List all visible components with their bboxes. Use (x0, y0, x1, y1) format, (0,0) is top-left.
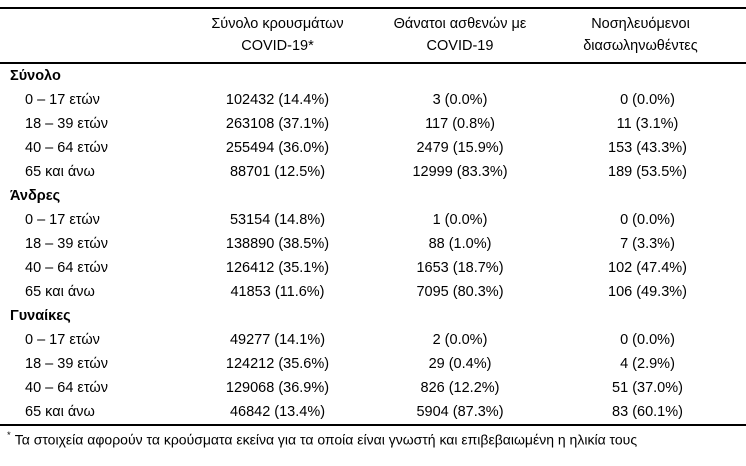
cases-cell: 126412 (35.1%) (225, 260, 330, 276)
col-header-intubated-line1: Νοσηλευόμενοι (591, 16, 690, 32)
col-header-deaths-line1: Θάνατοι ασθενών με (393, 16, 527, 32)
deaths-cell: 29 (0.4%) (428, 356, 492, 372)
cases-cell: 129068 (36.9%) (225, 380, 330, 396)
section-row-men: Άνδρες (0, 184, 746, 208)
age-cell: 18 – 39 ετών (25, 116, 108, 132)
deaths-cell: 5904 (87.3%) (416, 404, 504, 420)
cases-cell: 46842 (13.4%) (229, 404, 326, 420)
section-label: Σύνολο (10, 68, 61, 84)
age-cell: 40 – 64 ετών (25, 380, 108, 396)
table-row: 0 – 17 ετών 53154 (14.8%) 1 (0.0%) 0 (0.… (0, 208, 746, 232)
deaths-cell: 3 (0.0%) (432, 92, 488, 108)
deaths-cell: 117 (0.8%) (425, 116, 495, 132)
intubated-cell: 102 (47.4%) (608, 260, 687, 276)
section-label: Γυναίκες (10, 308, 71, 324)
table-row: 0 – 17 ετών 102432 (14.4%) 3 (0.0%) 0 (0… (0, 88, 746, 112)
section-row-women: Γυναίκες (0, 304, 746, 328)
cases-cell: 124212 (35.6%) (225, 356, 330, 372)
table-body: Σύνολο 0 – 17 ετών 102432 (14.4%) 3 (0.0… (0, 63, 746, 424)
footnote: * Τα στοιχεία αφορούν τα κρούσματα εκείνα… (0, 424, 746, 448)
footnote-text: Τα στοιχεία αφορούν τα κρούσματα εκείνα … (14, 431, 638, 448)
cases-cell: 138890 (38.5%) (225, 236, 330, 252)
table-header: Σύνολο κρουσμάτων COVID-19* Θάνατοι ασθε… (0, 8, 746, 64)
intubated-cell: 153 (43.3%) (608, 140, 687, 156)
intubated-cell: 0 (0.0%) (620, 92, 675, 108)
table-row: 65 και άνω 88701 (12.5%) 12999 (83.3%) 1… (0, 160, 746, 184)
cases-cell: 41853 (11.6%) (230, 284, 325, 300)
section-label: Άνδρες (10, 188, 61, 204)
col-header-intubated-line2: διασωληνωθέντες (583, 38, 698, 54)
intubated-cell: 0 (0.0%) (620, 332, 675, 348)
cases-cell: 49277 (14.1%) (229, 332, 326, 348)
footnote-asterisk: * (7, 430, 11, 441)
intubated-cell: 83 (60.1%) (612, 404, 683, 420)
table-row: 18 – 39 ετών 263108 (37.1%) 117 (0.8%) 1… (0, 112, 746, 136)
table-row: 65 και άνω 41853 (11.6%) 7095 (80.3%) 10… (0, 280, 746, 304)
covid-age-stats-table: Σύνολο κρουσμάτων COVID-19* Θάνατοι ασθε… (0, 7, 746, 424)
col-header-deaths: Θάνατοι ασθενών με COVID-19 (385, 8, 535, 64)
section-row-total: Σύνολο (0, 63, 746, 88)
age-cell: 65 και άνω (25, 164, 95, 180)
table-row: 18 – 39 ετών 138890 (38.5%) 88 (1.0%) 7 … (0, 232, 746, 256)
deaths-cell: 88 (1.0%) (428, 236, 492, 252)
deaths-cell: 2 (0.0%) (432, 332, 488, 348)
cases-cell: 263108 (37.1%) (225, 116, 330, 132)
intubated-cell: 4 (2.9%) (620, 356, 675, 372)
cases-cell: 53154 (14.8%) (229, 212, 326, 228)
age-cell: 40 – 64 ετών (25, 260, 108, 276)
deaths-cell: 1 (0.0%) (432, 212, 488, 228)
cases-cell: 88701 (12.5%) (229, 164, 326, 180)
age-cell: 0 – 17 ετών (25, 212, 100, 228)
intubated-cell: 51 (37.0%) (612, 380, 683, 396)
age-cell: 18 – 39 ετών (25, 236, 108, 252)
table-row: 0 – 17 ετών 49277 (14.1%) 2 (0.0%) 0 (0.… (0, 328, 746, 352)
cases-cell: 255494 (36.0%) (225, 140, 330, 156)
age-cell: 0 – 17 ετών (25, 92, 100, 108)
deaths-cell: 12999 (83.3%) (412, 164, 508, 180)
col-header-deaths-line2: COVID-19 (426, 38, 494, 54)
header-row: Σύνολο κρουσμάτων COVID-19* Θάνατοι ασθε… (0, 8, 746, 64)
deaths-cell: 7095 (80.3%) (416, 284, 504, 300)
col-header-intubated: Νοσηλευόμενοι διασωληνωθέντες (535, 8, 746, 64)
deaths-cell: 2479 (15.9%) (416, 140, 504, 156)
table-row: 40 – 64 ετών 129068 (36.9%) 826 (12.2%) … (0, 376, 746, 400)
age-cell: 65 και άνω (25, 404, 95, 420)
cases-cell: 102432 (14.4%) (225, 92, 330, 108)
table-row: 18 – 39 ετών 124212 (35.6%) 29 (0.4%) 4 … (0, 352, 746, 376)
table-row: 40 – 64 ετών 126412 (35.1%) 1653 (18.7%)… (0, 256, 746, 280)
col-header-cases-line2: COVID-19* (241, 38, 314, 54)
intubated-cell: 189 (53.5%) (608, 164, 687, 180)
deaths-cell: 1653 (18.7%) (416, 260, 504, 276)
col-header-cases: Σύνολο κρουσμάτων COVID-19* (170, 8, 385, 64)
age-cell: 65 και άνω (25, 284, 95, 300)
intubated-cell: 0 (0.0%) (620, 212, 675, 228)
table-row: 40 – 64 ετών 255494 (36.0%) 2479 (15.9%)… (0, 136, 746, 160)
col-header-blank (0, 8, 170, 64)
age-cell: 40 – 64 ετών (25, 140, 108, 156)
age-cell: 18 – 39 ετών (25, 356, 108, 372)
intubated-cell: 106 (49.3%) (608, 284, 687, 300)
col-header-cases-line1: Σύνολο κρουσμάτων (211, 16, 344, 32)
age-cell: 0 – 17 ετών (25, 332, 100, 348)
deaths-cell: 826 (12.2%) (420, 380, 500, 396)
intubated-cell: 11 (3.1%) (616, 116, 679, 132)
intubated-cell: 7 (3.3%) (620, 236, 675, 252)
table-row: 65 και άνω 46842 (13.4%) 5904 (87.3%) 83… (0, 400, 746, 424)
